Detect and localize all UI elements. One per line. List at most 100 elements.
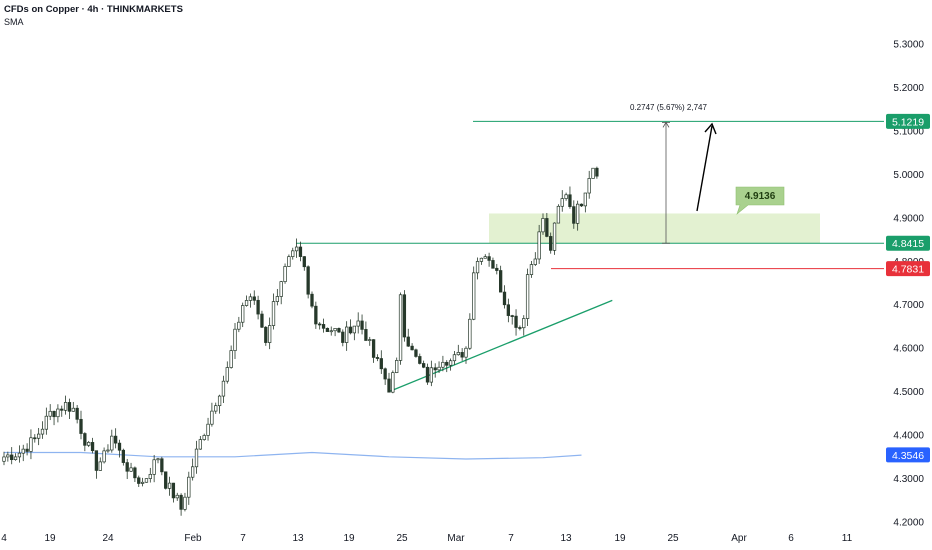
candle-body bbox=[117, 442, 122, 451]
candle-body bbox=[233, 328, 237, 351]
candle-body bbox=[63, 402, 68, 411]
candle-body bbox=[171, 482, 176, 499]
candle-body bbox=[17, 452, 22, 458]
projection-arrow[interactable] bbox=[696, 125, 713, 212]
y-tick-label: 4.5000 bbox=[893, 387, 924, 398]
candle-body bbox=[140, 481, 145, 484]
candle-body bbox=[522, 318, 526, 329]
price-tag-support[interactable] bbox=[886, 261, 930, 277]
candle-body bbox=[518, 327, 522, 329]
candle-body bbox=[529, 264, 534, 275]
candle-body bbox=[579, 203, 584, 207]
candle-body bbox=[395, 360, 399, 373]
candle-body bbox=[29, 437, 33, 452]
candle-body bbox=[271, 301, 276, 326]
candle-body bbox=[537, 231, 541, 260]
candle-body bbox=[160, 458, 164, 473]
price-tag-resistance[interactable] bbox=[886, 235, 930, 251]
candle-body bbox=[113, 435, 118, 444]
candle-body bbox=[406, 336, 410, 347]
candle-body bbox=[356, 320, 360, 327]
candle-body bbox=[422, 363, 426, 368]
candle-body bbox=[291, 250, 295, 257]
projection-arrowhead bbox=[704, 122, 717, 135]
candle-body bbox=[468, 318, 472, 349]
candle-body bbox=[275, 296, 279, 302]
candle-body bbox=[98, 461, 102, 471]
candle-body bbox=[264, 326, 268, 343]
candle-body bbox=[56, 408, 60, 418]
candle-body bbox=[549, 236, 553, 251]
candle-body bbox=[525, 274, 530, 319]
candle-body bbox=[137, 477, 141, 484]
y-tick-label: 5.0000 bbox=[893, 170, 924, 181]
candle-body bbox=[125, 462, 129, 472]
y-tick-label: 4.2000 bbox=[893, 518, 924, 529]
candle-body bbox=[583, 192, 587, 207]
candle-body bbox=[10, 454, 14, 461]
candle-body bbox=[75, 407, 79, 420]
candle-body bbox=[418, 356, 422, 364]
price-tag-target-text: 5.1219 bbox=[892, 116, 924, 128]
candle-body bbox=[48, 410, 52, 417]
measurement-label: 0.2747 (5.67%) 2,747 bbox=[630, 103, 707, 112]
candle-body bbox=[371, 339, 376, 358]
candle-body bbox=[364, 329, 368, 341]
candle-body bbox=[491, 260, 495, 269]
candle-body bbox=[44, 415, 48, 430]
candle-body bbox=[287, 256, 291, 267]
candle-body bbox=[256, 299, 260, 315]
y-tick-label: 5.1000 bbox=[893, 126, 924, 137]
candle-body bbox=[360, 320, 364, 330]
candle-body bbox=[214, 405, 218, 412]
candle-body bbox=[314, 305, 318, 325]
y-tick-label: 5.2000 bbox=[893, 83, 924, 94]
price-tag-sma-text: 4.3546 bbox=[892, 450, 924, 462]
y-tick-label: 4.6000 bbox=[893, 344, 924, 355]
candle-body bbox=[52, 410, 56, 418]
candle-body bbox=[472, 272, 476, 320]
candle-body bbox=[587, 178, 591, 194]
candle-body bbox=[302, 256, 306, 268]
zone-callout-text: 4.9136 bbox=[745, 191, 776, 202]
candle-body bbox=[279, 281, 283, 297]
y-tick-label: 5.3000 bbox=[893, 40, 924, 51]
candle-body bbox=[164, 471, 168, 489]
candle-body bbox=[306, 266, 310, 295]
candle-body bbox=[36, 433, 41, 439]
x-tick-label: 19 bbox=[44, 533, 56, 544]
indicator-label[interactable]: SMA bbox=[4, 17, 24, 27]
candle-body bbox=[448, 360, 453, 366]
candle-body bbox=[325, 327, 330, 332]
price-tag-target[interactable] bbox=[886, 113, 930, 129]
rising-trendline[interactable] bbox=[388, 299, 613, 393]
candle-body bbox=[375, 357, 380, 359]
x-tick-label: 13 bbox=[560, 533, 572, 544]
candle-body bbox=[348, 326, 353, 334]
candle-body bbox=[495, 267, 499, 271]
price-tag-sma[interactable] bbox=[886, 447, 930, 463]
x-tick-label: 11 bbox=[842, 533, 853, 544]
candle-body bbox=[241, 305, 245, 323]
x-tick-label: 25 bbox=[667, 533, 679, 544]
candle-body bbox=[398, 294, 403, 361]
candle-body bbox=[33, 437, 37, 440]
x-tick-label: 13 bbox=[292, 533, 304, 544]
candle-body bbox=[268, 325, 272, 343]
candle-body bbox=[456, 352, 460, 356]
x-tick-label: 24 bbox=[102, 533, 114, 544]
candle-body bbox=[352, 325, 356, 334]
candle-body bbox=[152, 459, 156, 475]
candle-body bbox=[221, 380, 226, 397]
y-tick-label: 4.7000 bbox=[893, 300, 924, 311]
x-tick-label: 7 bbox=[240, 533, 246, 544]
candle-body bbox=[87, 442, 91, 446]
candle-body bbox=[510, 315, 514, 317]
candle-body bbox=[67, 402, 72, 412]
sma-line[interactable] bbox=[4, 451, 582, 460]
zone-callout[interactable] bbox=[735, 186, 785, 215]
y-tick-label: 4.9000 bbox=[893, 213, 924, 224]
symbol-title[interactable]: CFDs on Copper · 4h · THINKMARKETS bbox=[4, 4, 183, 15]
